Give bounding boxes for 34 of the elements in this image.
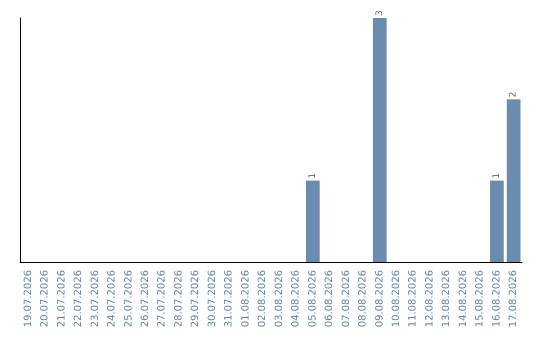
x-tick-label: 10.08.2026	[391, 270, 402, 328]
x-tick-label: 15.08.2026	[474, 270, 486, 328]
x-tick-label: 02.08.2026	[257, 270, 268, 328]
x-tick-label: 31.07.2026	[224, 270, 235, 328]
data-label: 1	[308, 172, 318, 179]
data-label: 2	[508, 92, 519, 98]
data-label: 3	[374, 10, 385, 16]
x-tick-label: 08.08.2026	[358, 270, 369, 328]
x-tick-label: 21.07.2026	[56, 270, 68, 328]
x-tick-label: 07.08.2026	[340, 270, 352, 328]
x-tick-label: 25.07.2026	[123, 270, 134, 328]
x-tick-label: 03.08.2026	[274, 270, 285, 328]
x-tick-label: 20.07.2026	[40, 270, 51, 328]
x-tick-label: 12.08.2026	[424, 270, 436, 328]
x-tick-label: 17.08.2026	[508, 270, 520, 328]
x-tick-label: 04.08.2026	[290, 270, 302, 328]
x-tick-label: 28.07.2026	[173, 270, 184, 328]
x-tick-label: 01.08.2026	[240, 270, 252, 328]
x-tick-label: 24.07.2026	[106, 270, 118, 328]
x-tick-label: 13.08.2026	[441, 270, 452, 328]
data-label: 1	[492, 172, 502, 179]
x-tick-label: 11.08.2026	[408, 270, 419, 328]
x-tick-label: 22.07.2026	[73, 270, 84, 328]
x-tick-label: 26.07.2026	[140, 270, 151, 328]
x-tick-label: 14.08.2026	[458, 270, 469, 328]
x-tick-label: 09.08.2026	[374, 270, 386, 328]
x-tick-label: 16.08.2026	[491, 270, 502, 328]
x-tick-label: 19.07.2026	[22, 270, 34, 328]
x-tick-label: 29.07.2026	[190, 270, 202, 328]
x-tick-label: 06.08.2026	[324, 270, 336, 328]
x-tick-label: 05.08.2026	[307, 270, 318, 328]
x-tick-label: 30.07.2026	[206, 270, 218, 328]
x-tick-label: 23.07.2026	[90, 270, 101, 328]
x-tick-label: 27.07.2026	[156, 270, 168, 328]
